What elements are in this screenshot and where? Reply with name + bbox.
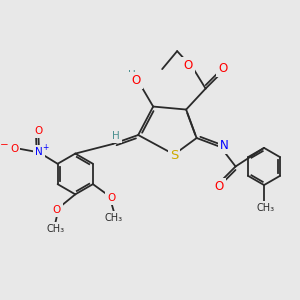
Text: O: O: [184, 59, 193, 72]
Text: CH₃: CH₃: [46, 224, 64, 234]
Text: CH₃: CH₃: [256, 203, 274, 213]
Text: CH₃: CH₃: [105, 213, 123, 223]
Text: N: N: [35, 147, 43, 158]
Text: +: +: [43, 143, 49, 152]
Text: H: H: [112, 130, 120, 141]
Text: O: O: [131, 74, 140, 87]
Text: H: H: [128, 70, 136, 80]
Text: O: O: [214, 180, 224, 194]
Text: −: −: [0, 140, 9, 150]
Text: O: O: [218, 62, 228, 75]
Text: O: O: [107, 193, 115, 203]
Text: O: O: [53, 205, 61, 214]
Text: O: O: [10, 144, 18, 154]
Text: S: S: [170, 149, 178, 163]
Text: N: N: [220, 139, 229, 152]
Text: O: O: [34, 125, 43, 136]
